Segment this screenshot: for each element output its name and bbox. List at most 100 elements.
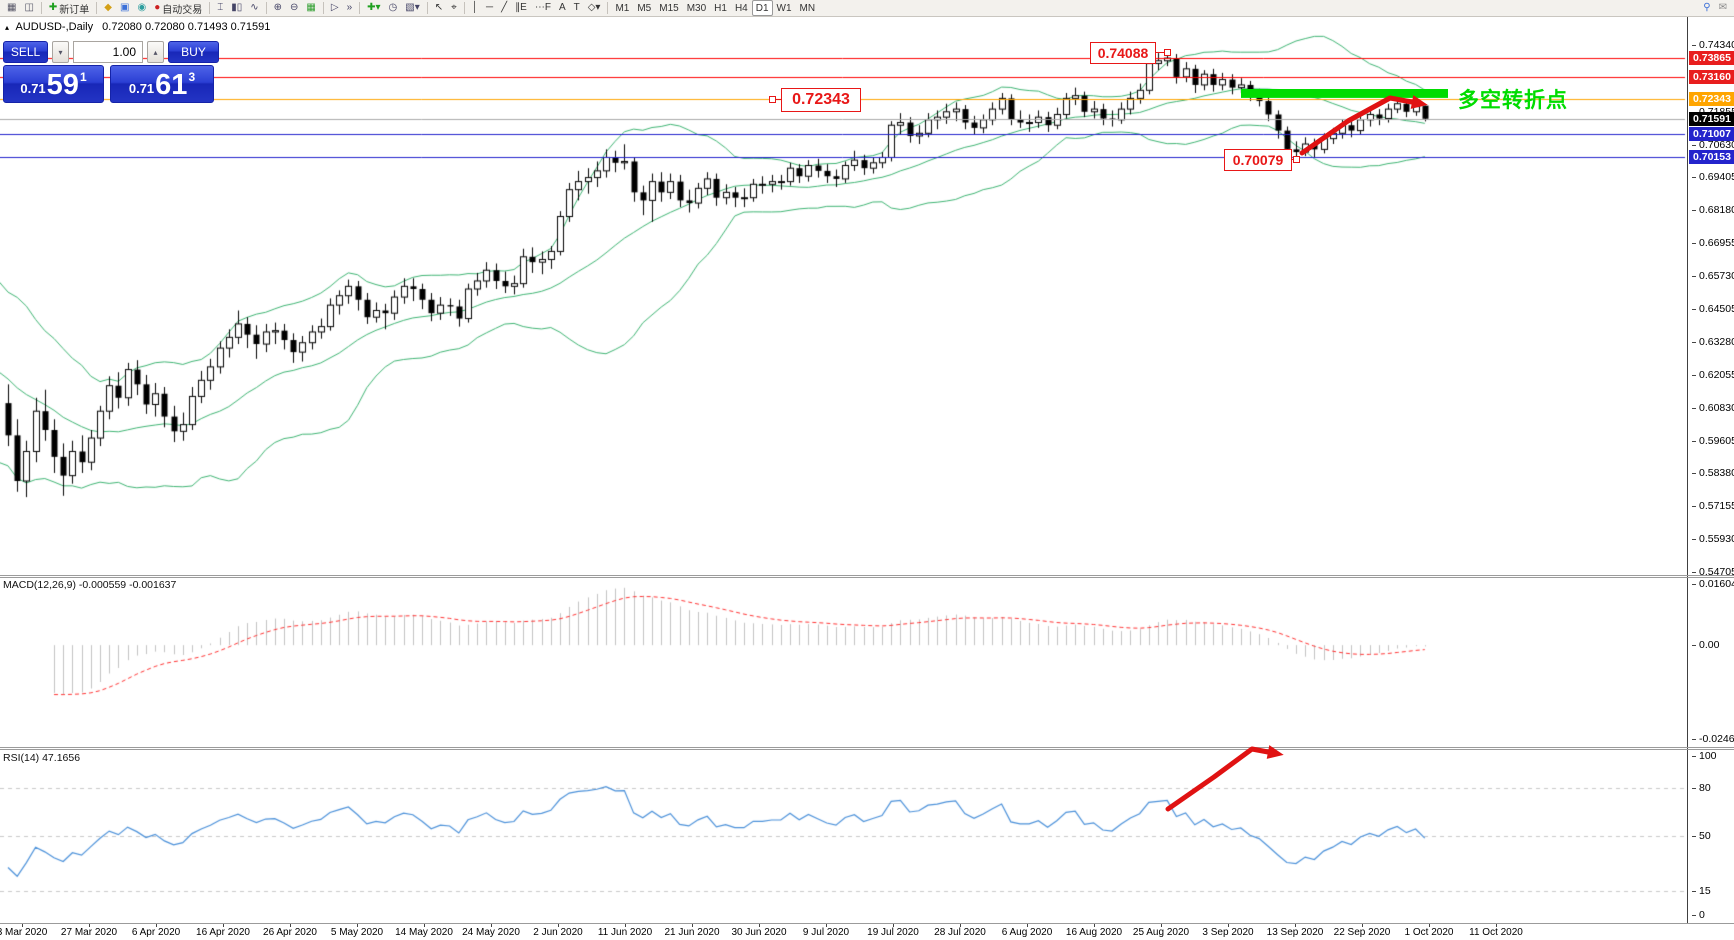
chat-icon-glyph: ✉ [1718, 2, 1727, 13]
date-label: 2 Jun 2020 [533, 927, 583, 938]
price-tick: 0.66955 [1692, 237, 1734, 249]
callout-anchor[interactable] [1164, 49, 1171, 56]
panel-separator[interactable] [0, 749, 1734, 750]
search-icon[interactable]: ⚲ [1699, 0, 1714, 16]
price-tick: 0.70630 [1692, 139, 1734, 151]
price-badge-0.73160: 0.73160 [1689, 70, 1734, 84]
date-label: 13 Sep 2020 [1266, 927, 1324, 938]
date-label: 11 Jun 2020 [597, 927, 653, 938]
chart-canvas[interactable] [0, 0, 1687, 923]
price-tick: 0.74340 [1692, 39, 1734, 51]
date-tick [491, 923, 492, 927]
date-label: 21 Jun 2020 [664, 927, 720, 938]
date-tick [1362, 923, 1363, 927]
date-tick [1228, 923, 1229, 927]
chart-bottom-border [0, 923, 1734, 924]
volume-decrease-button[interactable]: ▾ [52, 41, 69, 63]
date-tick [1496, 923, 1497, 927]
chart-expand-icon[interactable]: ▴ [5, 23, 10, 32]
date-label: 6 Aug 2020 [1001, 927, 1053, 938]
price-tick: 0.68180 [1692, 204, 1734, 216]
one-click-trading-panel: SELL ▾ ▴ BUY 0.71 59 1 0.71 61 3 [3, 41, 223, 103]
price-badge-0.71007: 0.71007 [1689, 127, 1734, 141]
sell-price-prefix: 0.71 [20, 81, 46, 96]
panel-separator[interactable] [0, 747, 1734, 748]
date-label: 3 Mar 2020 [0, 927, 48, 938]
date-label: 27 Mar 2020 [60, 927, 118, 938]
date-tick [1429, 923, 1430, 927]
date-label: 9 Jul 2020 [802, 927, 850, 938]
price-axis-border [1687, 17, 1688, 923]
buy-button[interactable]: BUY [168, 41, 219, 63]
chat-icon[interactable]: ✉ [1715, 0, 1731, 16]
price-tick: 0.65730 [1692, 270, 1734, 282]
price-badge-0.73865: 0.73865 [1689, 51, 1734, 65]
date-tick [1027, 923, 1028, 927]
search-icon-glyph: ⚲ [1703, 2, 1711, 13]
price-tick: 0.60830 [1692, 402, 1734, 414]
macd-axis-tick: 0.00 [1692, 639, 1719, 651]
date-tick [759, 923, 760, 927]
chinese-annotation[interactable]: 多空转折点 [1458, 89, 1568, 112]
date-tick [893, 923, 894, 927]
date-label: 3 Sep 2020 [1202, 927, 1254, 938]
price-tick: 0.64505 [1692, 303, 1734, 315]
rsi-axis-tick: 0 [1692, 909, 1705, 921]
macd-axis-tick: 0.016048 [1692, 578, 1734, 590]
date-tick [89, 923, 90, 927]
rsi-axis-tick: 15 [1692, 885, 1711, 897]
price-badge-0.72343: 0.72343 [1689, 92, 1734, 106]
buy-price-pip: 3 [188, 70, 196, 84]
price-tick: 0.58380 [1692, 467, 1734, 479]
date-label: 16 Apr 2020 [196, 927, 250, 938]
sell-price-pip: 1 [79, 70, 87, 84]
date-tick [625, 923, 626, 927]
date-label: 25 Aug 2020 [1132, 927, 1190, 938]
date-label: 19 Jul 2020 [867, 927, 919, 938]
panel-separator[interactable] [0, 577, 1734, 578]
rsi-axis-tick: 100 [1692, 750, 1717, 762]
sell-price-main: 59 [46, 69, 79, 101]
buy-price-prefix: 0.71 [128, 81, 155, 96]
volume-increase-button[interactable]: ▴ [147, 41, 164, 63]
date-label: 1 Oct 2020 [1404, 927, 1454, 938]
date-label: 11 Oct 2020 [1469, 927, 1523, 938]
date-label: 26 Apr 2020 [263, 927, 317, 938]
callout-anchor[interactable] [769, 96, 776, 103]
date-label: 28 Jul 2020 [934, 927, 986, 938]
date-tick [558, 923, 559, 927]
date-label: 22 Sep 2020 [1333, 927, 1391, 938]
price-callout-0.70079[interactable]: 0.70079 [1224, 149, 1292, 171]
rsi-axis-tick: 50 [1692, 830, 1711, 842]
date-tick [1295, 923, 1296, 927]
volume-input[interactable] [73, 41, 143, 63]
date-tick [692, 923, 693, 927]
price-callout-0.74088[interactable]: 0.74088 [1090, 42, 1156, 64]
date-label: 6 Apr 2020 [131, 927, 181, 938]
date-tick [357, 923, 358, 927]
toolbar-right: ⚲ ✉ [1699, 0, 1731, 16]
price-tick: 0.62055 [1692, 369, 1734, 381]
date-label: 24 May 2020 [462, 927, 520, 938]
macd-axis-tick: -0.024625 [1692, 733, 1734, 745]
chart-title-bar: ▴ AUDUSD-,Daily 0.72080 0.72080 0.71493 … [5, 21, 270, 33]
date-tick [960, 923, 961, 927]
date-label: 16 Aug 2020 [1065, 927, 1123, 938]
sell-price-box[interactable]: 0.71 59 1 [3, 65, 104, 103]
price-callout-0.72343[interactable]: 0.72343 [781, 88, 861, 112]
price-badge-0.70153: 0.70153 [1689, 150, 1734, 164]
chart-symbol-title: AUDUSD-,Daily [15, 21, 94, 33]
price-tick: 0.59605 [1692, 435, 1734, 447]
date-tick [156, 923, 157, 927]
date-label: 30 Jun 2020 [731, 927, 787, 938]
callout-connector [1154, 52, 1167, 53]
buy-price-box[interactable]: 0.71 61 3 [110, 65, 214, 103]
rsi-label: RSI(14) 47.1656 [3, 752, 81, 764]
callout-connector [772, 99, 781, 100]
callout-anchor[interactable] [1293, 156, 1300, 163]
panel-separator[interactable] [0, 575, 1734, 576]
price-tick: 0.57155 [1692, 500, 1734, 512]
price-tick: 0.55930 [1692, 533, 1734, 545]
sell-button[interactable]: SELL [3, 41, 48, 63]
